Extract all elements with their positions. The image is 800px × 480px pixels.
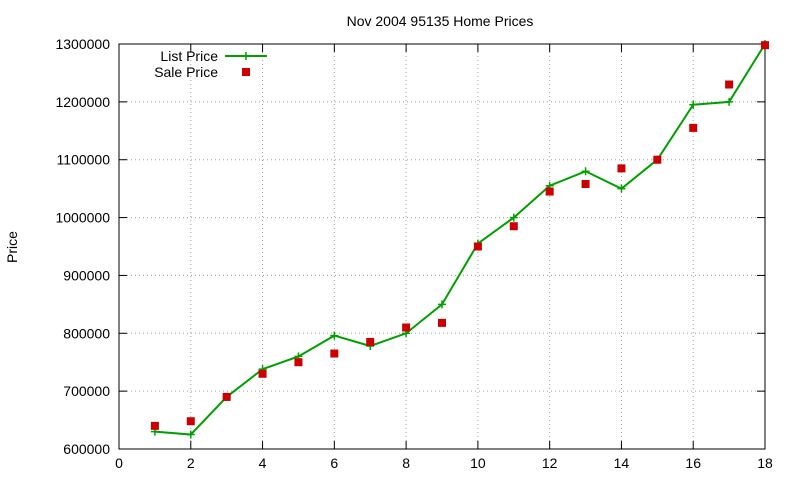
x-tick-label: 14 [614, 455, 630, 471]
y-tick-label: 1100000 [57, 152, 111, 168]
y-tick-label: 1200000 [55, 94, 110, 110]
y-tick-label: 700000 [63, 383, 110, 399]
data-point [581, 167, 590, 176]
data-point [330, 331, 339, 340]
series-line [154, 43, 766, 436]
series-list-price [150, 40, 769, 439]
data-point [617, 184, 626, 193]
data-point [258, 369, 267, 378]
data-point [653, 155, 662, 164]
x-tick-label: 18 [757, 455, 773, 471]
y-tick-label: 800000 [63, 325, 110, 341]
data-point [222, 392, 231, 401]
data-point [725, 80, 734, 89]
series-layer [150, 40, 769, 439]
x-tick-label: 6 [330, 455, 338, 471]
plot-frame [118, 43, 766, 450]
data-point [402, 323, 411, 332]
y-axis-label: Price [4, 231, 20, 263]
data-point [617, 164, 626, 173]
legend-label: Sale Price [154, 64, 218, 80]
x-tick-label: 2 [187, 455, 195, 471]
data-point [294, 358, 303, 367]
y-tick-label: 600000 [63, 441, 110, 457]
data-point [689, 100, 698, 109]
data-point [581, 180, 590, 189]
data-point [366, 337, 375, 346]
y-tick-label: 1000000 [55, 210, 110, 226]
grid [119, 44, 765, 449]
data-point [725, 97, 734, 106]
data-point [689, 123, 698, 132]
chart-title: Nov 2004 95135 Home Prices [347, 13, 534, 29]
x-tick-label: 4 [259, 455, 267, 471]
data-point [509, 213, 518, 222]
legend-marker [242, 52, 250, 60]
legend-label: List Price [160, 48, 218, 64]
data-point [186, 430, 195, 439]
data-point [438, 300, 446, 309]
x-tick-label: 12 [542, 455, 558, 471]
y-tick-label: 900000 [63, 267, 110, 283]
data-point [150, 421, 159, 430]
series-sale-price [150, 41, 769, 430]
data-point [186, 417, 195, 426]
axes: 0 2 4 6 8 10 12 14 16 18 600000 700000 800000 900000 1… [55, 36, 773, 471]
x-tick-label: 10 [470, 455, 486, 471]
x-tick-label: 0 [115, 455, 123, 471]
data-point [761, 41, 769, 50]
data-point [473, 242, 482, 251]
legend-marker [242, 68, 250, 76]
data-point [438, 318, 446, 327]
data-point [545, 187, 554, 196]
x-tick-label: 16 [685, 455, 701, 471]
x-tick-label: 8 [402, 455, 410, 471]
y-tick-label: 1300000 [55, 36, 110, 52]
data-point [330, 349, 339, 358]
data-point [509, 222, 518, 231]
